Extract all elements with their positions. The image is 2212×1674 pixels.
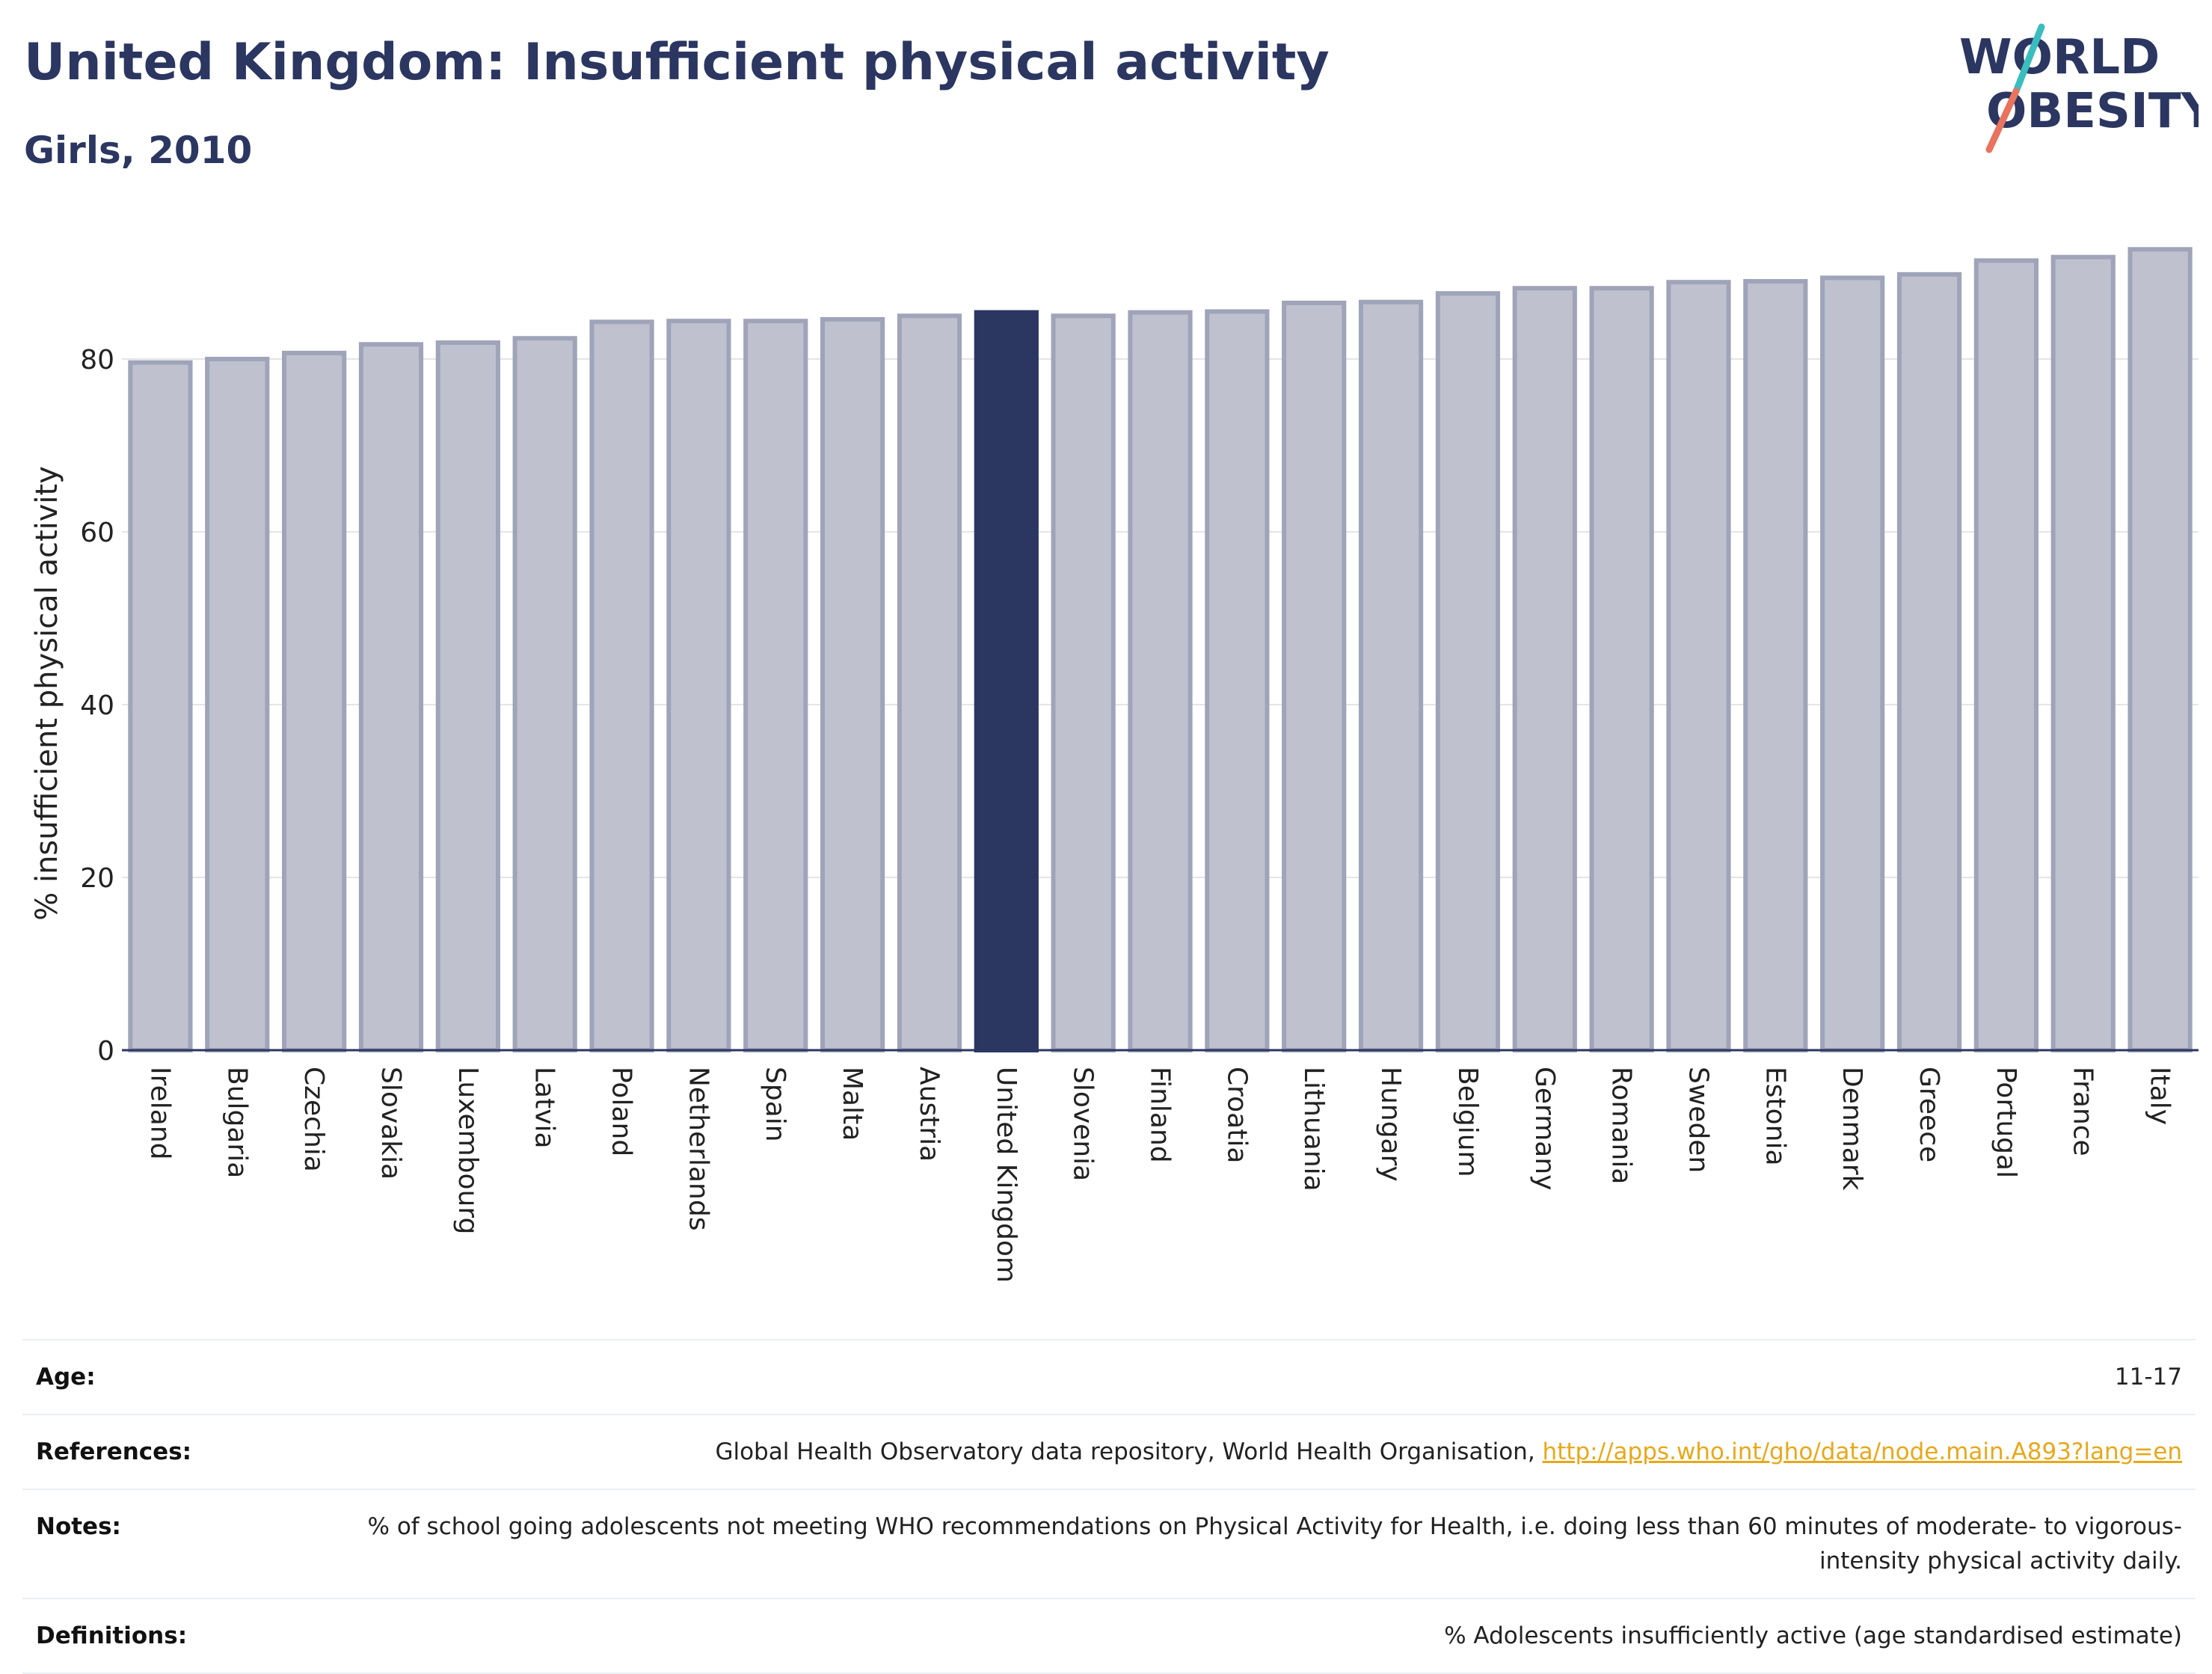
bar-czechia: [282, 350, 347, 1053]
x-tick-label: Portugal: [1991, 1067, 2021, 1178]
logo-slash-teal-icon: [2012, 23, 2045, 95]
x-tick-label: Ireland: [144, 1067, 175, 1160]
bar-netherlands: [666, 319, 731, 1052]
meta-label-age: Age:: [36, 1364, 96, 1391]
bar-ireland: [128, 360, 193, 1052]
x-tick-label: Denmark: [1837, 1067, 1867, 1191]
x-tick-label: Greece: [1914, 1067, 1944, 1162]
bar-greece: [1896, 272, 1962, 1052]
y-tick-label: 40: [80, 690, 114, 721]
bar-slovakia: [358, 342, 424, 1052]
meta-value-notes: % of school going adolescents not meetin…: [367, 1513, 2182, 1575]
x-tick-label: Germany: [1529, 1067, 1560, 1190]
bar-germany: [1512, 286, 1577, 1053]
bar-finland: [1128, 310, 1193, 1052]
x-tick-label: Belgium: [1452, 1067, 1483, 1177]
bar-estonia: [1743, 279, 1808, 1052]
x-tick-label: Estonia: [1760, 1067, 1790, 1166]
bar-chart: 0 20 40 60 80 Ireland Bulgaria Czechia Slovakia…: [30, 247, 2199, 1283]
bar-united-kingdom: [974, 310, 1039, 1052]
bar-latvia: [512, 336, 577, 1052]
bar-spain: [743, 319, 808, 1052]
y-tick-label: 80: [80, 345, 114, 375]
x-tick-label: Slovenia: [1068, 1067, 1099, 1181]
x-tick-label: Sweden: [1683, 1067, 1713, 1173]
meta-label-notes: Notes:: [36, 1513, 121, 1540]
bars: [128, 247, 2193, 1053]
x-tick-label: Hungary: [1375, 1067, 1406, 1182]
logo-slash-coral-icon: [1985, 88, 2020, 153]
bar-malta: [820, 316, 885, 1052]
x-tick-label: Italy: [2145, 1067, 2175, 1125]
meta-row-notes: Notes: % of school going adolescents not…: [22, 1490, 2196, 1599]
x-tick-label: Lithuania: [1298, 1067, 1329, 1192]
page-title: United Kingdom: Insufficient physical ac…: [24, 33, 1330, 92]
page-subtitle: Girls, 2010: [24, 129, 253, 172]
bar-austria: [897, 313, 962, 1052]
x-tick-label: Bulgaria: [221, 1067, 252, 1178]
y-tick-label: 60: [80, 518, 114, 548]
bar-france: [2050, 254, 2116, 1053]
logo-line-1: WORLD: [1959, 30, 2160, 85]
x-axis-ticks: Ireland Bulgaria Czechia Slovakia Luxembourg…: [144, 1067, 2175, 1283]
y-axis-label: % insufficient physical activity: [30, 466, 64, 921]
x-tick-label: United Kingdom: [991, 1067, 1021, 1283]
x-tick-label: Latvia: [529, 1067, 560, 1149]
bar-bulgaria: [205, 357, 270, 1052]
x-tick-label: Czechia: [298, 1067, 329, 1172]
y-axis-ticks: 0 20 40 60 80: [80, 345, 114, 1067]
metadata-table: Age: 11-17 References: Global Health Obs…: [22, 1339, 2196, 1674]
references-text: Global Health Observatory data repositor…: [715, 1438, 1543, 1465]
bar-portugal: [1973, 258, 2039, 1053]
x-tick-label: Slovakia: [375, 1067, 406, 1180]
x-tick-label: Luxembourg: [452, 1067, 483, 1234]
meta-row-references: References: Global Health Observatory da…: [22, 1415, 2196, 1490]
meta-value-references: Global Health Observatory data repositor…: [715, 1435, 2182, 1469]
bar-lithuania: [1282, 300, 1347, 1052]
meta-label-references: References:: [36, 1438, 192, 1465]
meta-row-definitions: Definitions: % Adolescents insufficientl…: [22, 1599, 2196, 1674]
bar-hungary: [1358, 299, 1424, 1052]
bar-denmark: [1820, 275, 1885, 1052]
bar-slovenia: [1051, 313, 1116, 1052]
bar-belgium: [1435, 291, 1501, 1053]
meta-value-definitions: % Adolescents insufficiently active (age…: [1444, 1622, 2182, 1649]
x-tick-label: Netherlands: [683, 1067, 713, 1230]
y-tick-label: 20: [80, 863, 114, 894]
meta-label-definitions: Definitions:: [36, 1622, 188, 1649]
bar-romania: [1589, 286, 1654, 1053]
bar-sweden: [1666, 280, 1731, 1053]
meta-row-age: Age: 11-17: [22, 1340, 2196, 1415]
x-tick-label: Austria: [914, 1067, 944, 1162]
bar-poland: [589, 319, 654, 1052]
world-obesity-logo: WORLD OBESITY: [1959, 23, 2199, 153]
x-tick-label: Croatia: [1221, 1067, 1252, 1163]
meta-value-age: 11-17: [2114, 1364, 2182, 1391]
x-tick-label: France: [2068, 1067, 2098, 1156]
bar-italy: [2127, 247, 2193, 1053]
x-tick-label: Spain: [760, 1067, 790, 1142]
bar-croatia: [1205, 309, 1270, 1053]
logo-line-2: OBESITY: [1986, 84, 2199, 139]
x-tick-label: Malta: [837, 1067, 867, 1141]
y-tick-label: 0: [97, 1036, 114, 1067]
bar-luxembourg: [435, 340, 500, 1052]
x-tick-label: Romania: [1606, 1067, 1637, 1184]
x-tick-label: Poland: [606, 1067, 637, 1156]
x-tick-label: Finland: [1145, 1067, 1176, 1163]
references-link[interactable]: http://apps.who.int/gho/data/node.main.A…: [1542, 1438, 2182, 1465]
